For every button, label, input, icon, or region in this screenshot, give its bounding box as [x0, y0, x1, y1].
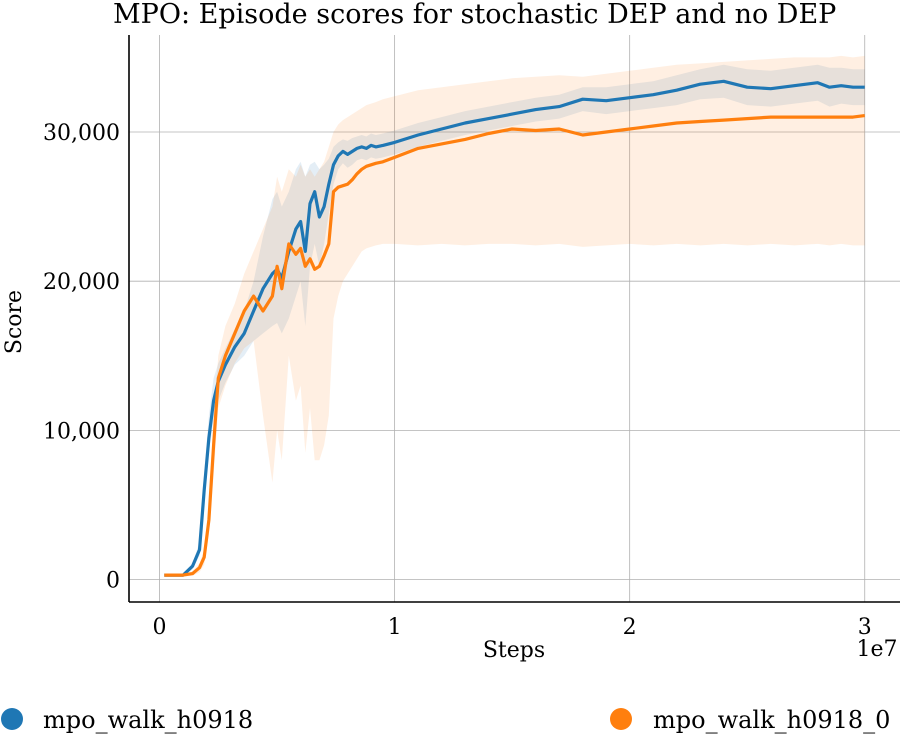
line-mpo_walk_h0918 [164, 79, 865, 577]
legend-item: mpo_walk_h0918_0 [610, 706, 890, 734]
x-axis-label: Steps [483, 638, 545, 663]
x-tick-label: 2 [623, 615, 637, 640]
y-tick-label: 10,000 [43, 419, 120, 444]
legend-item: mpo_walk_h0918 [1, 706, 253, 734]
y-tick-label: 0 [106, 569, 120, 594]
legend-marker-icon [610, 708, 632, 730]
line-mpo_walk_h0918_0 [164, 114, 865, 577]
tick-labels: 0 1 2 3 0 10,000 20,000 30,000 [43, 121, 872, 640]
x-axis-multiplier: 1e7 [856, 637, 897, 662]
band-mpo_walk_h0918_0 [164, 55, 865, 577]
y-axis-label: Score [2, 290, 27, 354]
legend: mpo_walk_h0918 mpo_walk_h0918_0 [1, 706, 890, 734]
x-tick-label: 1 [388, 615, 402, 640]
series-lines [164, 79, 865, 577]
y-tick-label: 30,000 [43, 121, 120, 146]
legend-label: mpo_walk_h0918 [43, 706, 253, 734]
x-tick-label: 0 [153, 615, 167, 640]
y-tick-label: 20,000 [43, 270, 120, 295]
legend-marker-icon [1, 708, 23, 730]
x-tick-label: 3 [858, 615, 872, 640]
legend-label: mpo_walk_h0918_0 [653, 706, 890, 734]
chart-title: MPO: Episode scores for stochastic DEP a… [113, 0, 836, 30]
confidence-bands [164, 55, 865, 577]
axes [128, 35, 900, 603]
